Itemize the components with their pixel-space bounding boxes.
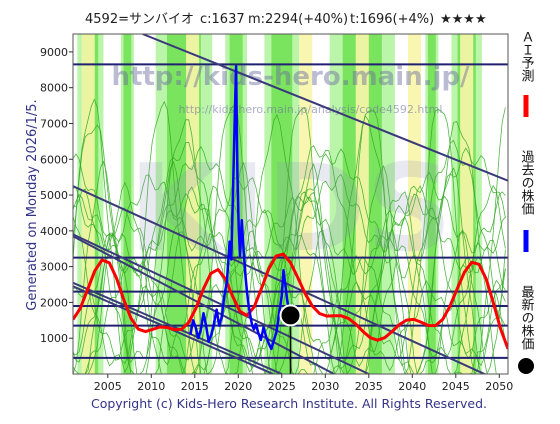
sim-line-13 [73,181,506,374]
band-green-1 [123,34,132,374]
trend-line-1 [73,185,487,374]
x-tick-label: 2030 [311,380,339,393]
x-tick-label: 2005 [94,380,122,393]
chart-title-max: m:2294(+40%) [248,12,348,27]
watermark-sub-url: http://kids-hero.main.jp/analysis/code45… [179,103,443,116]
y-tick-label: 7000 [40,117,68,130]
legend-label-0: ＡＩ予測 [519,30,535,82]
x-tick-label: 2010 [137,380,165,393]
watermark-big: KIDS [129,140,453,279]
y-tick-label: 2000 [40,296,68,309]
x-tick-label: 2020 [224,380,252,393]
trend-line-2 [73,233,370,374]
chart-title-stars: ★★★★ [440,12,487,27]
trend-line-0 [142,34,508,182]
plot-frame [72,33,509,375]
chart-title-current: c:1637 [200,12,245,27]
y-tick-label: 1000 [40,332,68,345]
band-green-6 [427,34,436,374]
generated-date-label: Generated on Monday 2026/1/5. [25,99,40,310]
ai-forecast-line [73,252,508,350]
sim-line-9 [73,113,506,374]
x-tick-label: 2050 [485,380,513,393]
x-tick-label: 2015 [181,380,209,393]
x-tick-label: 2045 [442,380,470,393]
band-green-3 [229,34,243,374]
legend-swatch-2 [518,358,534,374]
copyright-footer: Copyright (c) Kids-Hero Research Institu… [91,396,487,411]
y-tick-label: 4000 [40,225,68,238]
x-tick-label: 2025 [268,380,296,393]
y-tick-label: 5000 [40,189,68,202]
sim-line-4 [73,98,506,374]
x-tick-label: 2040 [398,380,426,393]
legend-label-1: 過去の株価 [519,150,535,215]
chart-title-code: 4592=サンバイオ [85,12,194,27]
past-price-line [189,64,292,351]
sim-line-10 [73,192,506,276]
y-tick-label: 6000 [40,153,68,166]
legend-label-2: 最新の株価 [519,285,535,350]
latest-price-dot [279,304,302,327]
y-tick-label: 9000 [40,46,68,59]
y-tick-label: 8000 [40,82,68,95]
chart-title-target: t:1696(+4%) [350,12,434,27]
y-tick-label: 3000 [40,261,68,274]
watermark-url: http://kids-hero.main.jp/ [111,62,470,92]
x-tick-label: 2035 [355,380,383,393]
sim-line-8 [73,160,506,374]
